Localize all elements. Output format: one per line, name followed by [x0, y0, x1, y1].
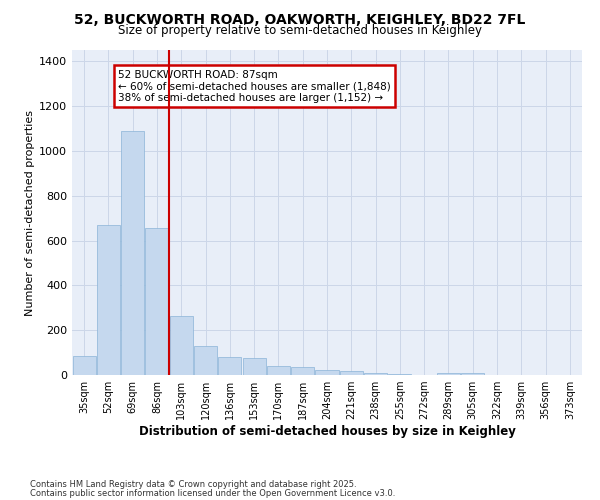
- Bar: [145, 228, 169, 375]
- Text: 52, BUCKWORTH ROAD, OAKWORTH, KEIGHLEY, BD22 7FL: 52, BUCKWORTH ROAD, OAKWORTH, KEIGHLEY, …: [74, 12, 526, 26]
- Bar: [291, 367, 314, 375]
- Bar: [242, 358, 266, 375]
- Bar: [364, 373, 387, 375]
- Bar: [97, 225, 120, 375]
- Bar: [437, 373, 460, 375]
- Text: Contains public sector information licensed under the Open Government Licence v3: Contains public sector information licen…: [30, 488, 395, 498]
- Text: Size of property relative to semi-detached houses in Keighley: Size of property relative to semi-detach…: [118, 24, 482, 37]
- Bar: [340, 371, 363, 375]
- Text: Contains HM Land Registry data © Crown copyright and database right 2025.: Contains HM Land Registry data © Crown c…: [30, 480, 356, 489]
- Bar: [267, 366, 290, 375]
- Bar: [388, 374, 412, 375]
- Y-axis label: Number of semi-detached properties: Number of semi-detached properties: [25, 110, 35, 316]
- Bar: [73, 356, 95, 375]
- Bar: [170, 316, 193, 375]
- X-axis label: Distribution of semi-detached houses by size in Keighley: Distribution of semi-detached houses by …: [139, 425, 515, 438]
- Bar: [461, 374, 484, 375]
- Bar: [194, 346, 217, 375]
- Bar: [218, 357, 241, 375]
- Bar: [316, 370, 338, 375]
- Bar: [121, 130, 144, 375]
- Text: 52 BUCKWORTH ROAD: 87sqm
← 60% of semi-detached houses are smaller (1,848)
38% o: 52 BUCKWORTH ROAD: 87sqm ← 60% of semi-d…: [118, 70, 391, 102]
